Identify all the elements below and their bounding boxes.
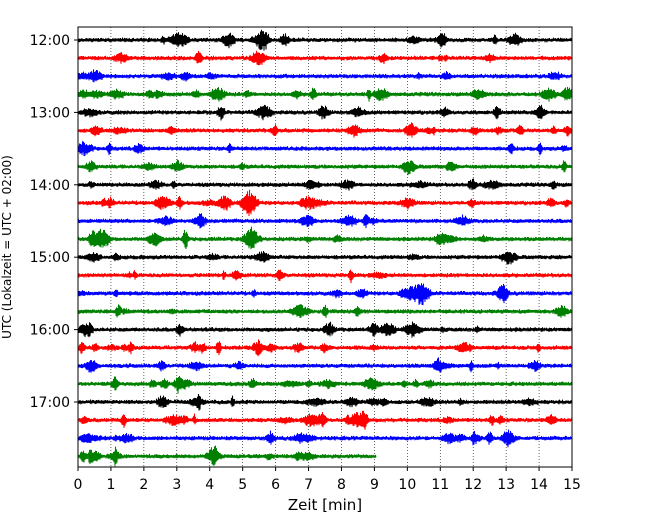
x-tick-label-14: 14 xyxy=(530,477,548,493)
trace-1730 xyxy=(77,429,573,448)
x-tick-label-5: 5 xyxy=(238,477,247,493)
trace-1600 xyxy=(77,321,573,338)
trace-1700 xyxy=(77,393,573,411)
y-tick-label: 14:00 xyxy=(30,178,70,194)
trace-1400 xyxy=(77,178,573,191)
trace-1245 xyxy=(77,86,573,102)
trace-1630 xyxy=(77,357,573,373)
x-axis-label: Zeit [min] xyxy=(288,496,362,514)
x-grid-lines xyxy=(110,27,540,467)
trace-1745 xyxy=(77,445,377,467)
trace-1545 xyxy=(77,304,573,318)
x-tick-label-12: 12 xyxy=(464,477,482,493)
trace-1300 xyxy=(77,104,573,121)
x-tick-label-10: 10 xyxy=(398,477,416,493)
trace-1645 xyxy=(77,375,573,394)
y-axis-ticks: 12:00 13:00 14:00 15:00 16:00 17:00 xyxy=(30,33,78,411)
y-tick-label: 16:00 xyxy=(30,323,70,339)
y-axis-label: UTC (Lokalzeit = UTC + 02:00) xyxy=(0,155,14,339)
trace-1215 xyxy=(77,50,573,66)
trace-1715 xyxy=(77,410,573,430)
y-tick-label: 13:00 xyxy=(30,105,70,121)
x-tick-label-15: 15 xyxy=(563,477,581,493)
y-tick-label: 12:00 xyxy=(30,33,70,49)
x-tick-label-6: 6 xyxy=(271,477,280,493)
x-tick-label-2: 2 xyxy=(139,477,148,493)
x-tick-label-7: 7 xyxy=(304,477,313,493)
trace-1430 xyxy=(77,213,573,229)
x-tick-label-3: 3 xyxy=(172,477,181,493)
y-tick-label: 17:00 xyxy=(30,395,70,411)
trace-1615 xyxy=(77,339,573,357)
trace-1200 xyxy=(77,29,573,51)
x-tick-label-11: 11 xyxy=(431,477,449,493)
trace-1500 xyxy=(77,251,573,265)
seismic-traces xyxy=(77,29,573,467)
x-tick-label-13: 13 xyxy=(497,477,515,493)
y-tick-label: 15:00 xyxy=(30,250,70,266)
plot-frame xyxy=(77,26,573,468)
x-tick-label-4: 4 xyxy=(205,477,214,493)
trace-1345 xyxy=(77,159,573,176)
trace-1230 xyxy=(77,69,573,83)
x-tick-label-1: 1 xyxy=(106,477,115,493)
trace-1315 xyxy=(77,122,573,138)
x-tick-label-8: 8 xyxy=(337,477,346,493)
x-tick-label-0: 0 xyxy=(74,477,83,493)
trace-1515 xyxy=(77,269,573,284)
x-tick-label-9: 9 xyxy=(370,477,379,493)
trace-1415 xyxy=(77,189,573,217)
trace-1530 xyxy=(77,283,573,306)
x-axis-ticks: 0 1 2 3 4 5 6 7 8 9 10 11 12 13 14 15 xyxy=(74,467,581,493)
trace-1445 xyxy=(77,226,573,250)
trace-1330 xyxy=(77,141,573,157)
